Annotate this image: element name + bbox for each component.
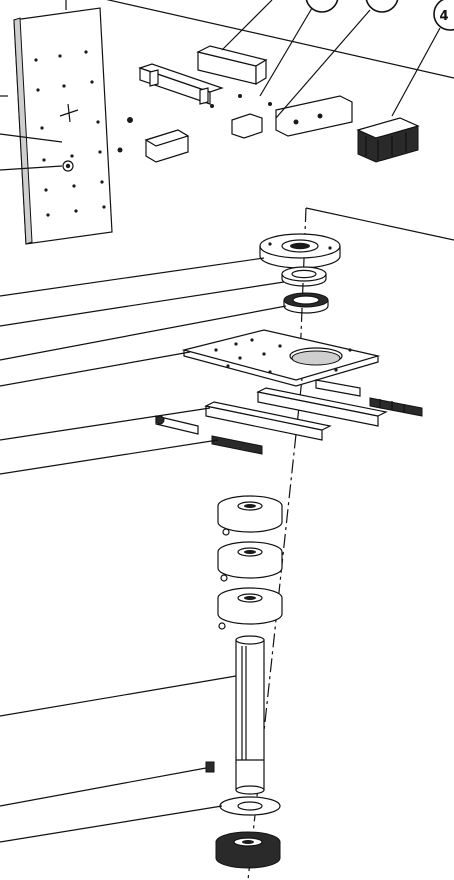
small-block [144,129,190,163]
callout-balloon: 4 [433,0,454,31]
drive-shaft [235,635,265,795]
lower-linear-rails [204,379,388,441]
roller-wheel-2 [217,541,283,582]
assembly-axis-line [247,207,454,880]
spacer-washer [281,266,327,287]
bolt-and-screw-set [155,397,423,455]
middle-leader-lines [0,257,287,475]
vertical-mounting-plate [13,7,113,245]
lower-leader-lines [0,675,237,843]
roller-wheel-1 [217,495,283,536]
horizontal-mounting-plate [181,329,381,387]
flange-bearing-housing [259,233,341,269]
upper-linear-rail [138,63,224,105]
stepper-motor [356,117,420,163]
callout-balloon-label: 4 [439,9,448,24]
rail-end-blocks [117,94,353,153]
ball-bearing [283,292,329,314]
callout-balloons: 4 [65,0,454,119]
roller-wheel-3 [217,587,283,630]
bottom-gear [215,831,281,869]
bottom-washer [219,796,281,816]
upper-leader-lines [0,95,63,171]
callout-balloon [365,0,399,13]
set-screw [205,761,215,773]
callout-balloon [305,0,339,13]
upper-bracket [196,45,268,86]
